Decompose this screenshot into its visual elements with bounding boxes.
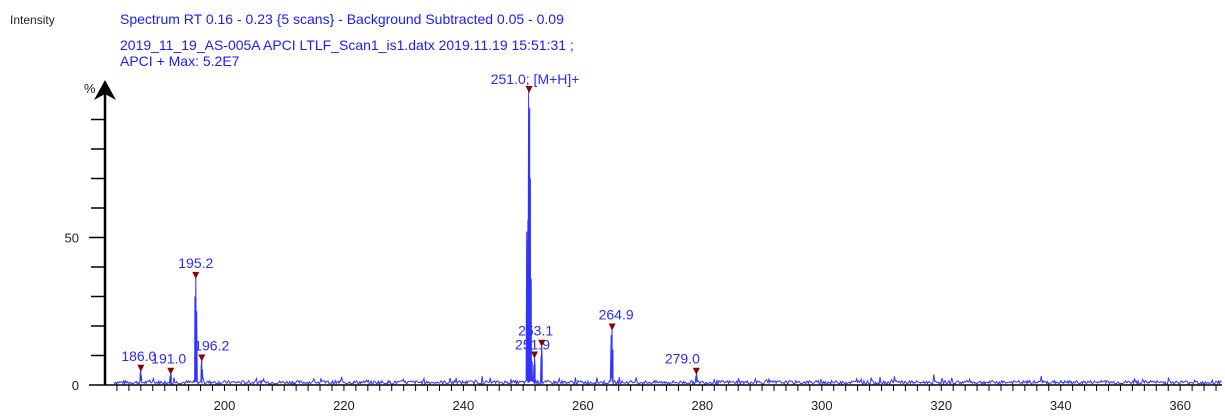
peak-label: 251.0; [M+H]+: [491, 71, 580, 87]
peak-marker: [538, 339, 546, 347]
x-tick-label: 320: [930, 398, 952, 413]
x-tick-label: 360: [1169, 398, 1191, 413]
x-tick-label: 260: [572, 398, 594, 413]
peak-marker: [167, 367, 175, 375]
peak-marker: [137, 364, 145, 372]
x-tick-label: 300: [811, 398, 833, 413]
plot-area: 0 50 200 220 240 260 280 300 320 340 360 186.0191.0…: [65, 71, 1222, 413]
peak-label: 191.0: [151, 351, 186, 367]
x-tick-label: 240: [453, 398, 475, 413]
x-tick-label: 280: [691, 398, 713, 413]
peak-marker: [692, 367, 700, 375]
peak-marker: [530, 351, 538, 359]
peak-label: 279.0: [665, 351, 700, 367]
intensity-label: Intensity: [10, 13, 55, 27]
x-tick-label: 200: [214, 398, 236, 413]
peak-label: 251.9: [515, 337, 550, 353]
y-axis-unit-label: %: [84, 81, 96, 96]
peak-label: 264.9: [599, 306, 634, 322]
spectrum-title: Spectrum RT 0.16 - 0.23 {5 scans} - Back…: [120, 11, 564, 27]
spectrum-max-info: APCI + Max: 5.2E7: [120, 53, 240, 69]
peak-marker: [198, 354, 206, 362]
y-axis-arrow: [94, 80, 116, 100]
spectrum-trace: [113, 89, 1222, 387]
y-tick-label: 0: [72, 378, 79, 393]
x-tick-label: 220: [333, 398, 355, 413]
peak-label: 186.0: [121, 348, 156, 364]
x-tick-label: 340: [1050, 398, 1072, 413]
peak-marker: [525, 86, 533, 93]
spectrum-file-info: 2019_11_19_AS-005A APCI LTLF_Scan1_is1.d…: [120, 37, 574, 53]
peak-label: 253.1: [518, 323, 553, 339]
peak-marker: [608, 323, 616, 331]
peak-label: 196.2: [194, 337, 229, 353]
y-tick-label: 50: [65, 231, 79, 246]
peak-marker: [192, 271, 200, 279]
peak-label: 195.2: [178, 255, 213, 271]
